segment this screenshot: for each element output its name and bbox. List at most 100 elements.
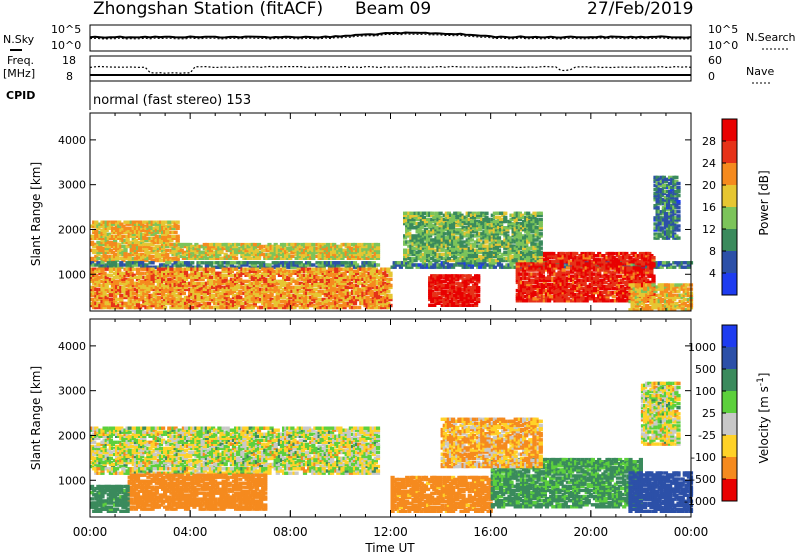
echo-cell — [263, 297, 268, 302]
echo-cell — [106, 244, 111, 249]
echo-cell — [202, 301, 207, 306]
echo-cell — [288, 285, 293, 290]
echo-cell — [350, 277, 356, 281]
echo-cell — [131, 248, 136, 253]
echo-cell — [142, 232, 147, 236]
echo-cell — [323, 279, 328, 283]
echo-cell — [403, 248, 408, 252]
echo-cell — [121, 287, 126, 292]
echo-cell — [277, 285, 282, 290]
echo-cell — [275, 246, 280, 251]
echo-cell — [382, 271, 387, 275]
echo-cell — [113, 238, 118, 243]
echo-cell — [570, 256, 575, 260]
echo-cell — [238, 295, 243, 300]
echo-cell — [603, 280, 608, 285]
echo-cell — [446, 289, 451, 294]
echo-cell — [138, 293, 143, 298]
echo-cell — [142, 224, 147, 228]
echo-cell — [561, 256, 566, 260]
echo-cell — [238, 269, 243, 273]
echo-cell — [373, 303, 378, 308]
echo-cell — [338, 271, 343, 275]
echo-cell — [100, 238, 105, 243]
echo-cell — [271, 273, 276, 277]
echo-cell — [119, 305, 124, 310]
echo-cell — [444, 274, 449, 278]
echo-cell — [321, 242, 326, 247]
echo-cell — [221, 299, 226, 304]
echo-cell — [156, 297, 161, 302]
echo-cell — [256, 281, 262, 286]
echo-cell — [240, 252, 245, 257]
echo-cell — [196, 295, 201, 300]
echo-cell — [165, 254, 170, 259]
echo-cell — [578, 272, 583, 276]
echo-cell — [186, 295, 191, 300]
echo-cell — [127, 254, 132, 259]
echo-cell — [240, 271, 245, 275]
echo-cell — [526, 297, 531, 301]
echo-cell — [421, 265, 426, 269]
echo-cell — [179, 289, 184, 294]
echo-cell — [359, 297, 364, 302]
echo-cell — [584, 258, 589, 262]
echo-cell — [108, 273, 113, 277]
echo-cell — [344, 261, 349, 265]
echo-cell — [196, 301, 201, 306]
echo-cell — [448, 291, 454, 296]
echo-cell — [117, 279, 122, 283]
echo-cell — [524, 288, 529, 293]
echo-cell — [657, 265, 662, 269]
echo-cell — [269, 293, 274, 298]
echo-cell — [252, 301, 257, 306]
echo-cell — [108, 269, 113, 273]
echo-cell — [259, 263, 264, 267]
echo-cell — [142, 236, 147, 240]
echo-cell — [167, 277, 172, 281]
echo-cell — [526, 268, 531, 272]
echo-cell — [375, 293, 381, 298]
echo-cell — [386, 301, 391, 306]
echo-cell — [115, 222, 120, 226]
echo-cell — [119, 261, 124, 265]
echo-cell — [538, 299, 543, 303]
echo-cell — [256, 254, 262, 258]
echo-cell — [129, 285, 134, 290]
echo-cell — [309, 277, 314, 281]
echo-cell — [256, 256, 262, 260]
echo-cell — [375, 263, 381, 267]
echo-cell — [125, 238, 130, 243]
echo-cell — [250, 242, 255, 247]
echo-cell — [432, 291, 437, 296]
echo-cell — [302, 293, 308, 298]
echo-cell — [563, 280, 568, 285]
echo-cell — [515, 299, 520, 303]
echo-cell — [572, 262, 577, 266]
echo-cell — [152, 232, 157, 236]
echo-cell — [138, 244, 143, 249]
echo-cell — [352, 242, 358, 247]
echo-cell — [227, 267, 232, 271]
echo-cell — [342, 283, 347, 288]
echo-cell — [578, 268, 583, 272]
echo-cell — [336, 269, 341, 273]
echo-cell — [94, 230, 99, 234]
echo-cell — [200, 275, 205, 279]
echo-cell — [173, 250, 178, 255]
echo-cell — [146, 275, 151, 279]
echo-cell — [215, 289, 220, 294]
echo-cell — [586, 268, 591, 272]
echo-cell — [570, 286, 575, 291]
echo-cell — [317, 291, 322, 296]
echo-cell — [651, 274, 656, 278]
echo-cell — [267, 301, 272, 306]
echo-cell — [196, 246, 201, 251]
echo-cell — [106, 240, 111, 245]
echo-cell — [223, 273, 228, 277]
echo-cell — [131, 287, 136, 292]
echo-cell — [123, 248, 128, 253]
echo-cell — [296, 242, 301, 247]
echo-cell — [219, 277, 224, 281]
